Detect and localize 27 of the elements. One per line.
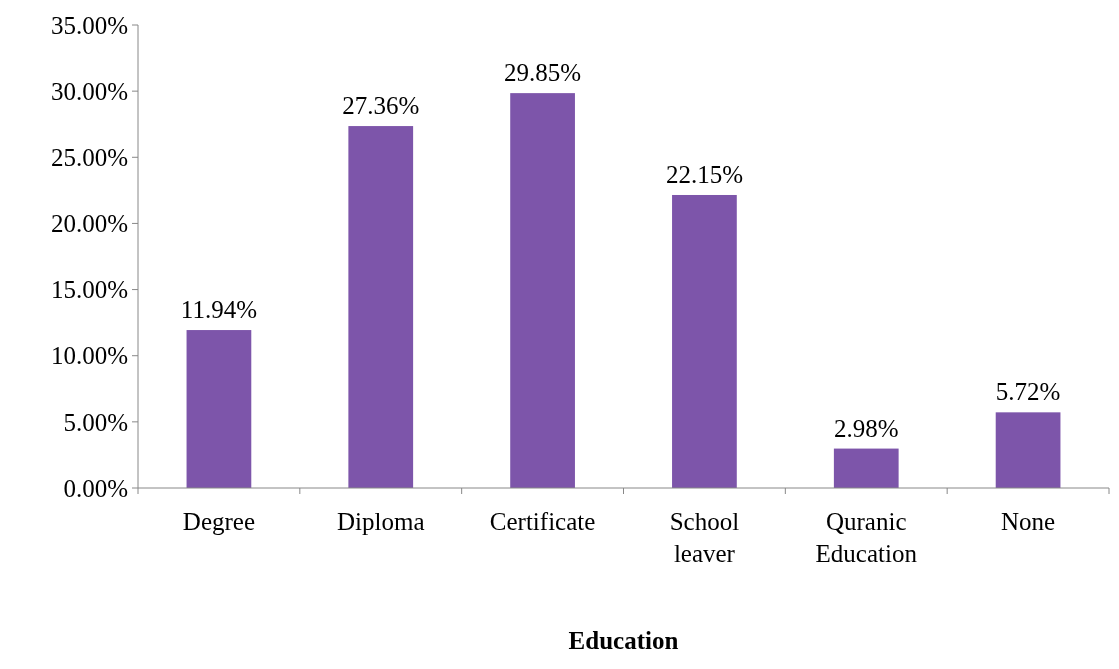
data-label: 2.98%: [833, 414, 899, 442]
data-label: 5.72%: [995, 378, 1061, 406]
y-tick-label: 10.00%: [50, 342, 128, 370]
y-tick-label: 25.00%: [50, 144, 128, 172]
y-tick-label: 20.00%: [50, 210, 128, 238]
bar: [995, 412, 1061, 488]
bar: [348, 126, 414, 488]
y-tick-label: 0.00%: [63, 474, 128, 502]
data-label: 22.15%: [665, 160, 743, 188]
x-tick-label: School leaver: [669, 508, 740, 567]
data-label: 29.85%: [504, 59, 582, 87]
bar: [672, 194, 737, 488]
y-tick-label: 15.00%: [50, 276, 128, 304]
bar: [833, 448, 899, 488]
y-tick-label: 35.00%: [50, 11, 128, 39]
bar: [510, 93, 575, 488]
y-tick-label: 30.00%: [50, 77, 128, 105]
data-label: 11.94%: [180, 296, 257, 324]
bar: [186, 330, 252, 488]
x-tick-label: Degree: [182, 508, 255, 535]
data-label: 27.36%: [342, 92, 420, 120]
x-axis-title: Education: [568, 627, 679, 654]
x-tick-label: Diploma: [337, 508, 425, 535]
x-tick-label: Quranic Education: [815, 508, 918, 567]
x-tick-label: None: [1001, 508, 1056, 535]
y-tick-label: 5.00%: [63, 408, 128, 436]
x-tick-label: Certificate: [489, 508, 596, 535]
